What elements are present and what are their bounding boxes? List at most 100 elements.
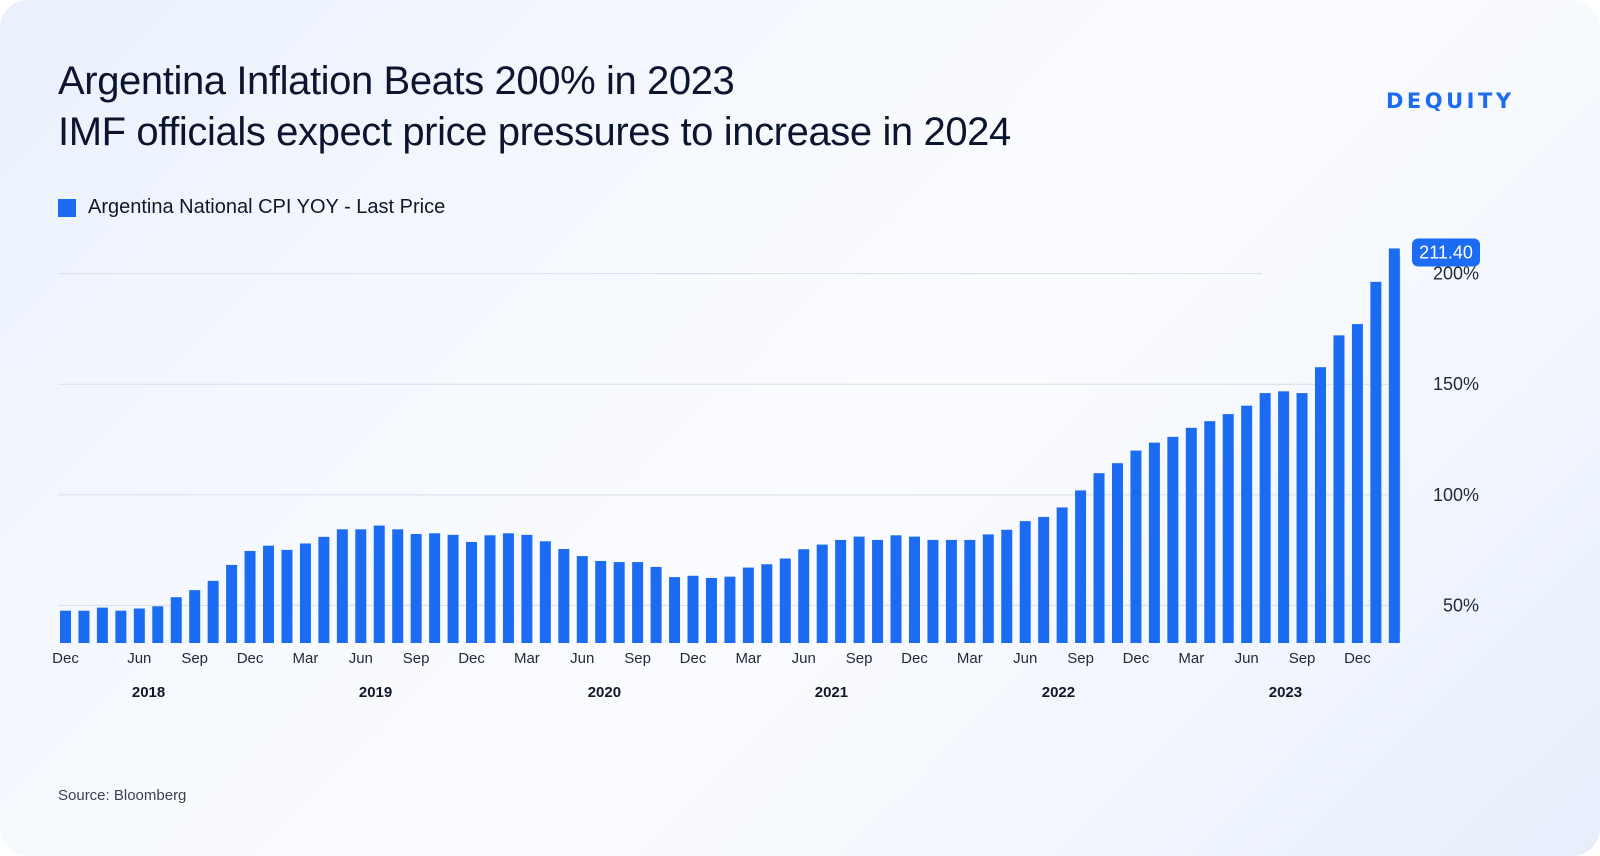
- bar: [170, 597, 182, 643]
- x-tick-label: Dec: [901, 650, 928, 667]
- x-tick-label: Mar: [293, 650, 319, 667]
- bar: [1204, 421, 1216, 643]
- bar: [1075, 490, 1087, 643]
- bar: [1019, 521, 1031, 643]
- bar: [429, 533, 441, 643]
- bar: [798, 549, 810, 643]
- bar: [1241, 405, 1253, 643]
- x-tick-label: Jun: [792, 650, 816, 667]
- bar: [318, 536, 330, 643]
- bar: [373, 525, 385, 643]
- bar: [595, 560, 607, 643]
- bar: [853, 536, 865, 643]
- bar: [558, 549, 570, 643]
- bar: [1093, 473, 1105, 643]
- bar: [1259, 393, 1271, 643]
- bar: [281, 549, 293, 643]
- legend-label: Argentina National CPI YOY - Last Price: [88, 196, 446, 218]
- year-label: 2022: [1042, 684, 1075, 701]
- year-label: 2020: [588, 684, 621, 701]
- bar: [724, 576, 736, 643]
- x-tick-label: Sep: [1289, 650, 1316, 667]
- bar: [96, 607, 108, 643]
- chart-legend: Argentina National CPI YOY - Last Price: [58, 196, 445, 219]
- bar: [78, 610, 90, 643]
- bar: [1130, 450, 1142, 643]
- bar: [447, 534, 459, 643]
- x-tick-label: Sep: [1067, 650, 1094, 667]
- bar: [502, 533, 514, 643]
- x-tick-label: Mar: [735, 650, 761, 667]
- x-tick-label: Dec: [458, 650, 485, 667]
- x-tick-label: Sep: [624, 650, 651, 667]
- chart-title: Argentina Inflation Beats 200% in 2023 I…: [58, 56, 1011, 158]
- bar: [1388, 248, 1400, 643]
- bar: [742, 567, 754, 643]
- bar: [1167, 436, 1179, 643]
- x-tick-label: Sep: [846, 650, 873, 667]
- bar: [1296, 393, 1308, 643]
- last-value-label: 211.40: [1419, 242, 1473, 262]
- bar: [1351, 324, 1363, 643]
- year-label: 2018: [132, 684, 165, 701]
- bar: [1001, 529, 1013, 643]
- bar: [484, 535, 496, 643]
- year-label: 2021: [815, 684, 848, 701]
- x-tick-label: Dec: [1123, 650, 1150, 667]
- y-tick-label: 150%: [1433, 374, 1479, 394]
- y-tick-label: 100%: [1433, 485, 1479, 505]
- bar: [650, 566, 662, 643]
- x-tick-label: Jun: [349, 650, 373, 667]
- bar: [244, 550, 256, 643]
- x-tick-label: Mar: [957, 650, 983, 667]
- bar: [945, 539, 957, 643]
- x-tick-label: Dec: [1344, 650, 1371, 667]
- bar: [669, 577, 681, 643]
- bar: [779, 558, 791, 643]
- bar: [613, 562, 625, 643]
- x-tick-label: Jun: [570, 650, 594, 667]
- bar: [982, 534, 994, 643]
- x-tick-label: Sep: [181, 650, 208, 667]
- bar: [1038, 516, 1050, 643]
- bar: [1111, 463, 1123, 643]
- bar: [1333, 335, 1345, 643]
- bar: [761, 564, 773, 643]
- bar: [336, 529, 348, 643]
- bar: [576, 556, 588, 643]
- bar: [1222, 414, 1234, 643]
- title-line-2: IMF officials expect price pressures to …: [58, 110, 1011, 154]
- x-tick-label: Jun: [127, 650, 151, 667]
- bar: [207, 580, 219, 643]
- title-line-1: Argentina Inflation Beats 200% in 2023: [58, 59, 735, 103]
- bar: [687, 575, 699, 643]
- bar: [1148, 442, 1160, 643]
- bar: [1056, 507, 1068, 643]
- y-tick-label: 200%: [1433, 264, 1479, 284]
- bar: [133, 608, 145, 643]
- year-label: 2023: [1269, 684, 1302, 701]
- bar: [964, 539, 976, 643]
- bar: [872, 539, 884, 643]
- bar: [816, 544, 828, 643]
- bar: [152, 606, 164, 643]
- bar: [1278, 391, 1290, 643]
- bar: [908, 536, 920, 643]
- x-tick-label: Dec: [680, 650, 707, 667]
- last-value-badge: [1412, 238, 1480, 267]
- bar: [355, 529, 367, 643]
- x-tick-label: Dec: [52, 650, 79, 667]
- bar: [410, 533, 422, 643]
- bar: [705, 577, 717, 643]
- source-note: Source: Bloomberg: [58, 787, 187, 804]
- bar: [263, 545, 275, 643]
- y-tick-label: 50%: [1443, 595, 1479, 615]
- x-tick-label: Mar: [1178, 650, 1204, 667]
- bar: [115, 610, 127, 643]
- bar: [1315, 367, 1327, 643]
- x-tick-label: Mar: [514, 650, 540, 667]
- x-tick-label: Dec: [237, 650, 264, 667]
- bar: [835, 539, 847, 643]
- bar: [632, 562, 644, 643]
